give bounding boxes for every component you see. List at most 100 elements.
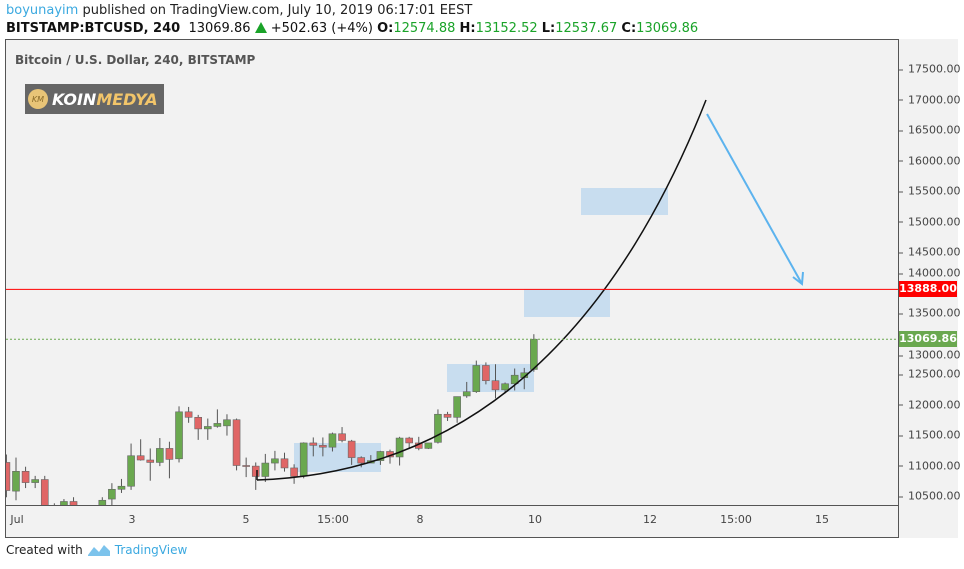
last-price-tag: 13069.86: [899, 331, 957, 348]
price-tick-label: 14000.00: [899, 266, 961, 280]
candle-down: [146, 459, 155, 463]
time-tick-label: 15: [815, 513, 829, 526]
parabolic-curve-drawing: [256, 99, 707, 481]
candle-up: [175, 411, 183, 460]
price-tick-label: 17000.00: [899, 93, 961, 106]
candle-down: [319, 445, 327, 448]
candle-down: [482, 365, 490, 382]
price-change: +502.63 (+4%): [270, 21, 373, 36]
symbol-label: BITSTAMP:BTCUSD, 240: [6, 21, 181, 36]
candle-up: [117, 485, 126, 490]
arrow-head-icon: [792, 271, 804, 286]
time-tick-label: 8: [416, 513, 424, 526]
price-tick-label: 16000.00: [899, 154, 961, 167]
low-value: 12537.67: [555, 21, 618, 36]
candle-down: [405, 437, 413, 444]
time-tick-label: 15:00: [317, 513, 349, 526]
price-tick-label: 13500.00: [899, 306, 961, 320]
candle-up: [213, 423, 222, 427]
candle-down: [242, 465, 250, 467]
candle-up: [501, 383, 509, 391]
candle-down: [338, 433, 346, 441]
price-tick-label: 17500.00: [899, 62, 961, 76]
candle-down: [280, 458, 289, 469]
time-tick-label: 12: [643, 513, 657, 526]
close-value: 13069.86: [636, 21, 699, 36]
up-triangle-icon: [254, 22, 267, 33]
high-value: 13152.52: [475, 21, 538, 36]
candle-down: [40, 479, 49, 505]
rectangle-drawing: [581, 188, 668, 215]
candle-up: [395, 437, 404, 458]
symbol-info: BITSTAMP:BTCUSD, 240 13069.86 +502.63 (+…: [6, 21, 698, 36]
candle-up: [98, 499, 107, 505]
candle-down: [443, 413, 452, 418]
candle-up: [127, 455, 135, 487]
price-tick-label: 15000.00: [899, 215, 961, 228]
candle-up: [453, 396, 461, 418]
candle-down: [165, 448, 174, 460]
candle-down: [347, 440, 356, 458]
price-tick-label: 11000.00: [899, 459, 961, 472]
logo-text-1: KOIN: [52, 89, 97, 109]
time-tick-label: 15:00: [720, 513, 752, 526]
candle-up: [462, 391, 471, 397]
publish-text: published on TradingView.com, July 10, 2…: [82, 3, 473, 18]
candle-down: [6, 462, 11, 491]
candle-down: [194, 417, 202, 430]
time-tick-label: Jul: [10, 513, 24, 526]
price-tick-label: 12500.00: [899, 367, 961, 381]
candle-down: [309, 442, 318, 446]
time-tick-label: 5: [242, 513, 250, 526]
price-tick-label: 12000.00: [899, 398, 961, 411]
candle-up: [424, 442, 433, 449]
plot-area: [6, 99, 898, 522]
rectangle-drawing: [524, 289, 610, 317]
logo-text-2: MEDYA: [96, 89, 158, 109]
chart-frame[interactable]: [5, 39, 957, 538]
candle-up: [223, 419, 231, 427]
time-tick-label: 3: [128, 513, 136, 526]
candle-up: [60, 501, 68, 505]
candle-up: [376, 451, 385, 461]
created-with-text: Created with: [6, 543, 83, 557]
candle-up: [89, 519, 96, 522]
candle-down: [290, 467, 298, 477]
price-tick-label: 15500.00: [899, 184, 961, 198]
candle-up: [510, 374, 519, 385]
price-tick-label: 14500.00: [899, 245, 961, 259]
chart-title: Bitcoin / U.S. Dollar, 240, BITSTAMP: [15, 53, 256, 67]
time-tick-label: 10: [528, 513, 542, 526]
candle-up: [261, 462, 270, 477]
candle-up: [31, 479, 39, 483]
price-tick-label: 16500.00: [899, 123, 961, 137]
candle-down: [251, 465, 260, 477]
author-link[interactable]: boyunayim: [6, 3, 79, 18]
koinmedya-logo: KM KOIN MEDYA: [25, 84, 164, 114]
candle-down: [357, 457, 366, 464]
price-tick-label: 13000.00: [899, 348, 961, 362]
candle-up: [299, 442, 308, 477]
candle-up: [271, 458, 279, 464]
horizontal-line-price-tag: 13888.00: [899, 281, 957, 298]
tradingview-logo-icon: [87, 545, 110, 556]
candle-down: [184, 411, 193, 418]
candle-up: [12, 470, 20, 492]
time-axis[interactable]: [5, 505, 898, 539]
candle-up: [328, 433, 337, 448]
arrow-drawing: [706, 113, 803, 285]
open-label: O:: [377, 21, 394, 36]
price-tick-label: 11500.00: [899, 428, 961, 442]
last-price: 13069.86: [188, 21, 251, 36]
candle-up: [434, 413, 442, 443]
candle-up: [156, 448, 164, 463]
candle-down: [69, 501, 78, 505]
logo-coin-icon: KM: [28, 89, 48, 109]
tradingview-link[interactable]: TradingView: [114, 543, 188, 557]
candle-down: [232, 419, 241, 466]
candle-down: [21, 470, 30, 483]
low-label: L:: [541, 21, 556, 36]
candle-down: [136, 455, 145, 461]
footer: Created with TradingView: [6, 543, 187, 557]
